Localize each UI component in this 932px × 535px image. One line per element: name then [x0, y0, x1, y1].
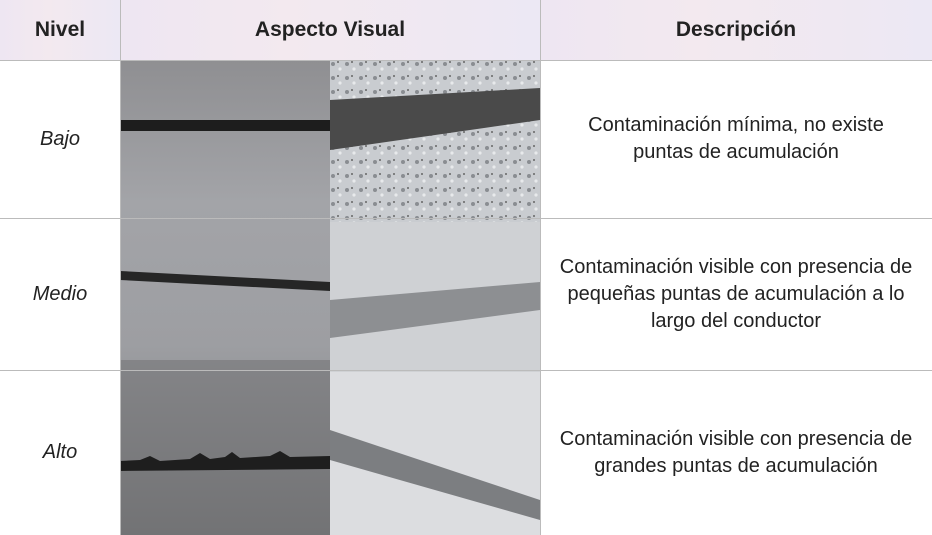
- column-divider: [540, 0, 541, 535]
- column-divider: [120, 0, 121, 535]
- description-cell: Contaminación visible con presencia de p…: [559, 255, 913, 332]
- description-cell: Contaminación mínima, no existe puntas d…: [588, 114, 884, 163]
- header-cell: Aspecto Visual: [120, 0, 540, 60]
- header-cell: Descripción: [540, 0, 932, 60]
- row-divider: [0, 60, 932, 61]
- conductor: [330, 430, 540, 520]
- conductor: [120, 120, 330, 131]
- description-cell: Contaminación visible con presencia de g…: [559, 427, 913, 477]
- level-cell: Bajo: [39, 127, 81, 150]
- photo-column: [120, 60, 330, 535]
- conductor: [120, 271, 330, 291]
- level-cell: Medio: [32, 282, 88, 305]
- conductor: [120, 451, 330, 471]
- level-cell: Alto: [42, 441, 78, 463]
- conductor: [330, 282, 540, 338]
- row-divider: [0, 370, 932, 371]
- photo-shade: [120, 360, 330, 535]
- header-cell: Nivel: [0, 0, 120, 60]
- conductor: [330, 88, 540, 150]
- row-divider: [0, 218, 932, 219]
- photo-column: [330, 60, 540, 535]
